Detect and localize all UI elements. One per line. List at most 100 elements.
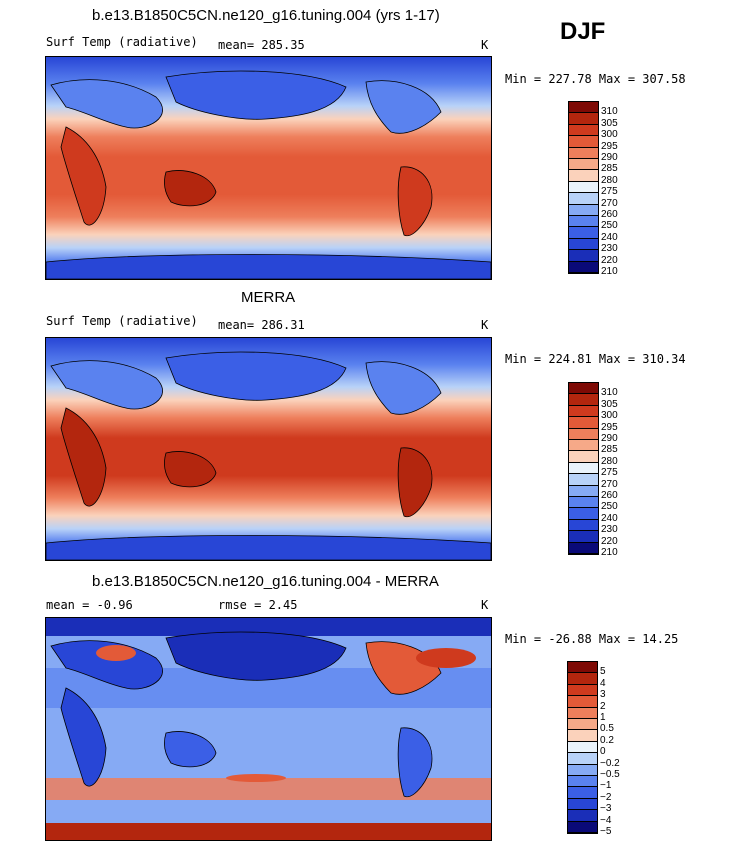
panel-1-colorbar-cell <box>569 113 598 125</box>
panel-3-minmax: Min = -26.88 Max = 14.25 <box>505 632 679 646</box>
panel-3-mean: mean = -0.96 <box>46 598 133 612</box>
panel-1-colorbar-tick: 275 <box>601 186 618 198</box>
panel-2-colorbar-tick: 285 <box>601 444 618 456</box>
panel-1-colorbar-tick: 290 <box>601 152 618 163</box>
panel-1-colorbar-cell <box>569 227 598 239</box>
panel-2-colorbar-cell <box>569 405 598 418</box>
panel-1-colorbar-cell <box>569 124 598 137</box>
panel-2-colorbar-tick: 310 <box>601 387 618 399</box>
panel-3-colorbar-cell <box>568 810 597 822</box>
panel-3-colorbar-tick: 2 <box>600 700 606 712</box>
panel-1-colorbar-cell <box>569 204 598 216</box>
panel-2-units: K <box>481 318 489 332</box>
panel-2-variable: Surf Temp (radiative) <box>46 314 198 328</box>
panel-1-colorbar-cell <box>569 181 598 194</box>
panel-2-colorbar-cell <box>569 383 598 395</box>
panel-1-colorbar-tick: 280 <box>601 174 618 186</box>
panel-3-colorbar-tick: −3 <box>600 803 612 815</box>
panel-2-colorbar-tick: 210 <box>601 547 618 558</box>
panel-3-colorbar-tick: −2 <box>600 791 612 803</box>
panel-2-map <box>45 337 492 561</box>
panel-3-colorbar-tick: 0.5 <box>600 723 614 735</box>
panel-3-colorbar-cell <box>568 787 597 799</box>
panel-2-colorbar-cell <box>569 440 598 452</box>
panel-3-units: K <box>481 598 489 612</box>
panel-2-colorbar-cell <box>569 542 598 554</box>
panel-2-map-field <box>46 338 491 560</box>
panel-3-colorbar-cell <box>568 662 597 674</box>
panel-3-colorbar-cell <box>568 798 597 811</box>
panel-2-colorbar-cell <box>569 417 598 429</box>
panel-1-variable: Surf Temp (radiative) <box>46 35 198 49</box>
panel-3-colorbar-tick: 1 <box>600 712 606 723</box>
panel-3-colorbar-cell <box>568 707 597 719</box>
panel-2-colorbar-tick: 295 <box>601 421 618 433</box>
panel-1-map-field <box>46 57 491 279</box>
panel-1-colorbar <box>568 101 599 274</box>
panel-1-mean: mean= 285.35 <box>218 38 305 52</box>
panel-3-colorbar-cell <box>568 684 597 697</box>
panel-1-colorbar-tick: 310 <box>601 106 618 118</box>
panel-3-colorbar-tick: 3 <box>600 689 606 701</box>
panel-1-colorbar-cell <box>569 238 598 251</box>
panel-2-colorbar-tick: 290 <box>601 433 618 444</box>
panel-3-colorbar-cell <box>568 673 597 685</box>
panel-3-colorbar-tick: −0.5 <box>600 769 620 780</box>
panel-2-minmax: Min = 224.81 Max = 310.34 <box>505 352 686 366</box>
panel-3-colorbar-cell <box>568 696 597 708</box>
panel-3-colorbar-tick: −4 <box>600 814 612 826</box>
panel-1-colorbar-cell <box>569 193 598 205</box>
panel-2-colorbar-cell <box>569 485 598 497</box>
panel-3-colorbar-tick: −0.2 <box>600 757 620 769</box>
panel-1-colorbar-cell <box>569 170 598 182</box>
panel-2-colorbar-tick: 270 <box>601 478 618 490</box>
panel-2-colorbar-tick: 230 <box>601 524 618 536</box>
panel-3-title: b.e13.B1850C5CN.ne120_g16.tuning.004 - M… <box>92 573 439 590</box>
panel-2-colorbar-tick: 305 <box>601 398 618 410</box>
panel-1-colorbar-tick: 220 <box>601 254 618 266</box>
panel-1-colorbar-tick: 230 <box>601 243 618 255</box>
panel-2-colorbar-cell <box>569 508 598 520</box>
panel-1-colorbar-tick: 285 <box>601 163 618 175</box>
panel-3-colorbar-cell <box>568 753 597 765</box>
panel-1-colorbar-cell <box>569 102 598 114</box>
panel-3-colorbar-tick: 0 <box>600 746 606 758</box>
panel-2-colorbar-tick: 250 <box>601 501 618 513</box>
panel-1-colorbar-tick: 250 <box>601 220 618 232</box>
panel-3-colorbar-tick: 0.2 <box>600 734 614 746</box>
panel-3-colorbar-cell <box>568 764 597 776</box>
panel-1-map <box>45 56 492 280</box>
panel-3-colorbar <box>567 661 598 834</box>
panel-1-colorbar-tick: 300 <box>601 129 618 141</box>
panel-3-colorbar-tick: 5 <box>600 666 606 678</box>
panel-1-colorbar-cell <box>569 261 598 273</box>
panel-2-colorbar <box>568 382 599 555</box>
panel-1-colorbar-cell <box>569 216 598 228</box>
panel-2-colorbar-tick: 280 <box>601 455 618 467</box>
panel-3-colorbar-cell <box>568 776 597 788</box>
panel-1-colorbar-tick: 270 <box>601 197 618 209</box>
panel-2-title: MERRA <box>241 289 296 306</box>
panel-2-mean: mean= 286.31 <box>218 318 305 332</box>
panel-1-colorbar-tick: 260 <box>601 209 618 220</box>
panel-3-colorbar-cell <box>568 719 597 731</box>
panel-3-rmse: rmse = 2.45 <box>218 598 298 612</box>
panel-2-colorbar-cell <box>569 519 598 532</box>
panel-3-colorbar-cell <box>568 730 597 742</box>
panel-2-colorbar-cell <box>569 462 598 475</box>
panel-2-colorbar-tick: 300 <box>601 410 618 422</box>
panel-1-colorbar-cell <box>569 250 598 262</box>
panel-3-colorbar-tick: −5 <box>600 826 612 837</box>
panel-3-colorbar-cell <box>568 821 597 833</box>
panel-3-colorbar-tick: 4 <box>600 677 606 689</box>
panel-1-title: b.e13.B1850C5CN.ne120_g16.tuning.004 (yr… <box>92 7 440 24</box>
panel-3-colorbar-tick: −1 <box>600 780 612 792</box>
panel-1-colorbar-tick: 295 <box>601 140 618 152</box>
panel-2-colorbar-tick: 275 <box>601 467 618 479</box>
panel-3-map-field <box>46 618 491 840</box>
panel-2-colorbar-tick: 220 <box>601 535 618 547</box>
panel-2-colorbar-cell <box>569 531 598 543</box>
panel-1-colorbar-tick: 240 <box>601 231 618 243</box>
panel-1-colorbar-tick: 305 <box>601 117 618 129</box>
panel-1-minmax: Min = 227.78 Max = 307.58 <box>505 72 686 86</box>
